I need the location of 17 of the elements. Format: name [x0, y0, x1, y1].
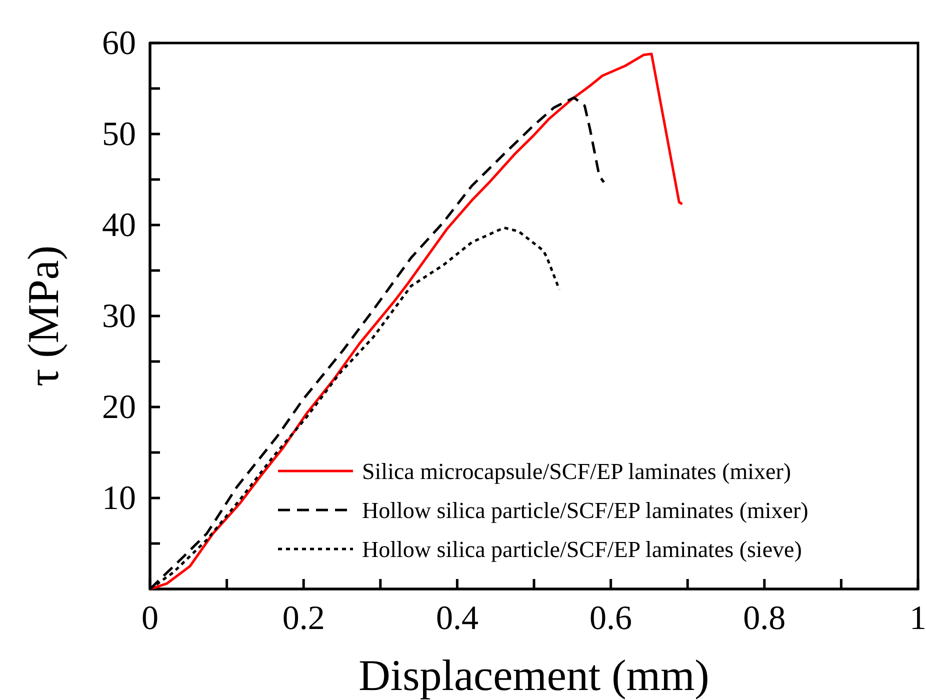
x-tick-label: 0.2 [282, 600, 325, 638]
legend-label: Silica microcapsule/SCF/EP laminates (mixer) [362, 459, 792, 484]
y-tick-label: 60 [102, 24, 136, 62]
x-tick-label: 1 [910, 600, 926, 638]
y-tick-label: 50 [102, 116, 136, 153]
x-tick-label: 0.8 [743, 600, 786, 638]
x-tick-label: 0 [142, 600, 158, 638]
y-tick-label: 30 [102, 298, 136, 335]
y-axis-title: τ (MPa) [19, 245, 68, 387]
x-axis-title: Displacement (mm) [358, 651, 710, 700]
legend-label: Hollow silica particle/SCF/EP laminates (sieve) [362, 537, 802, 562]
x-tick-label: 0.4 [436, 600, 478, 638]
legend-label: Hollow silica particle/SCF/EP laminates (mixer) [362, 498, 808, 524]
x-tick-label: 0.6 [590, 600, 632, 638]
y-tick-label: 10 [102, 480, 136, 517]
y-tick-label: 20 [102, 388, 136, 426]
y-tick-label: 40 [102, 206, 136, 244]
